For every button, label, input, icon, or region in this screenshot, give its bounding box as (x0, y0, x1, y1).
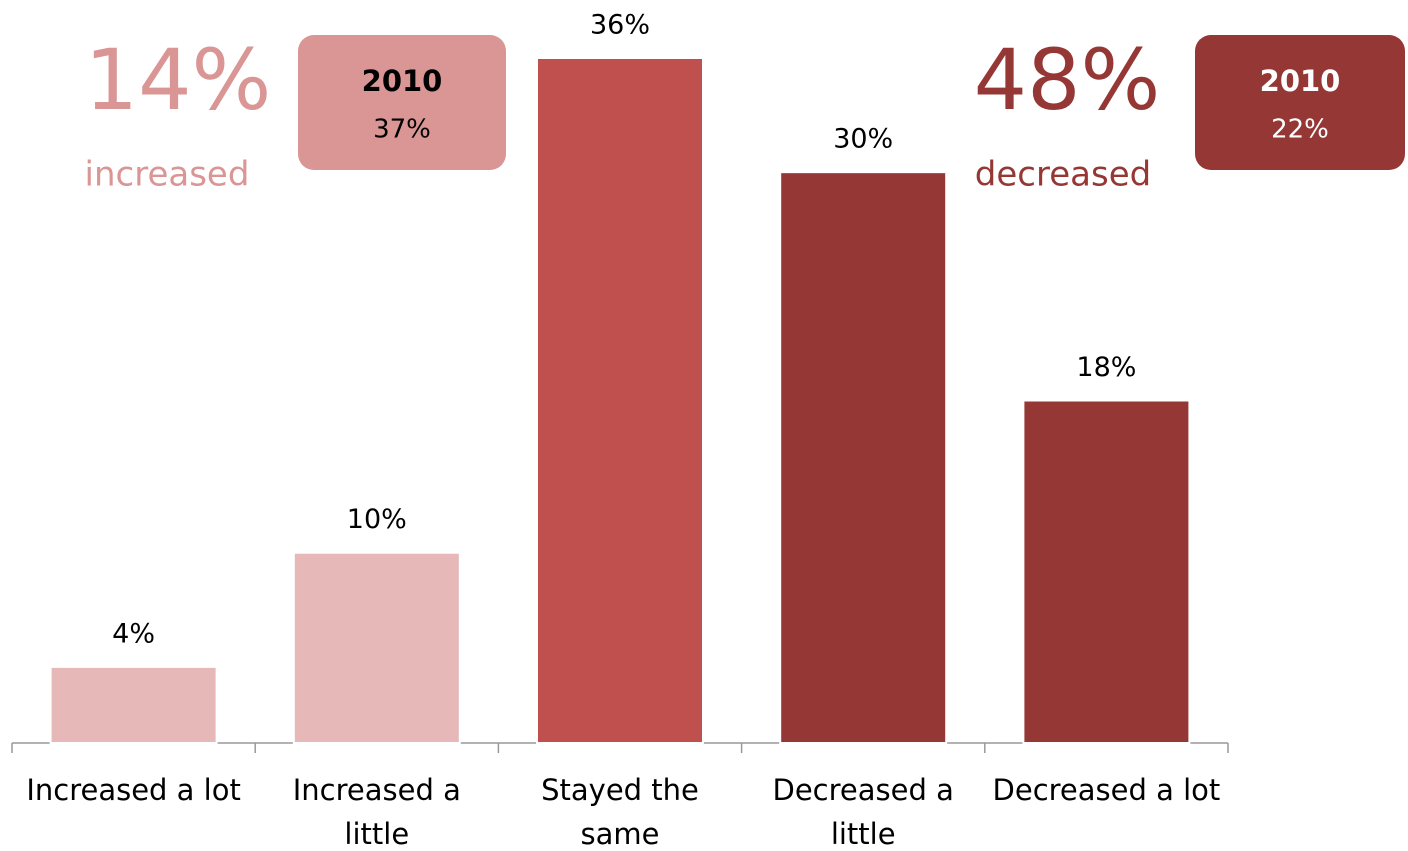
comparison-value: 37% (373, 115, 431, 145)
value-label: 18% (1076, 352, 1136, 383)
bar (536, 57, 704, 744)
summary-value: 48% (974, 31, 1161, 129)
summary-label: decreased (975, 155, 1151, 195)
bar (779, 171, 948, 744)
comparison-value: 22% (1271, 115, 1329, 145)
bar (1022, 399, 1191, 744)
summary-value: 14% (85, 31, 272, 129)
x-tick-label: Increased a (293, 773, 461, 807)
bar (292, 551, 461, 744)
x-tick-label: Increased a lot (26, 773, 241, 807)
comparison-box (1195, 35, 1405, 170)
value-label: 30% (833, 124, 893, 155)
x-tick-label: little (344, 817, 409, 851)
comparison-box (298, 35, 506, 170)
value-label: 4% (112, 618, 155, 649)
x-tick-label: Stayed the (541, 773, 699, 807)
x-tick-label: Decreased a lot (993, 773, 1221, 807)
x-tick-label: little (831, 817, 896, 851)
summary-label: increased (85, 155, 250, 195)
comparison-year: 2010 (362, 64, 443, 98)
value-label: 36% (590, 10, 650, 41)
bar (49, 665, 218, 745)
x-tick-label: Decreased a (773, 773, 954, 807)
value-label: 10% (347, 504, 407, 535)
x-tick-label: same (581, 817, 660, 851)
comparison-year: 2010 (1260, 64, 1341, 98)
